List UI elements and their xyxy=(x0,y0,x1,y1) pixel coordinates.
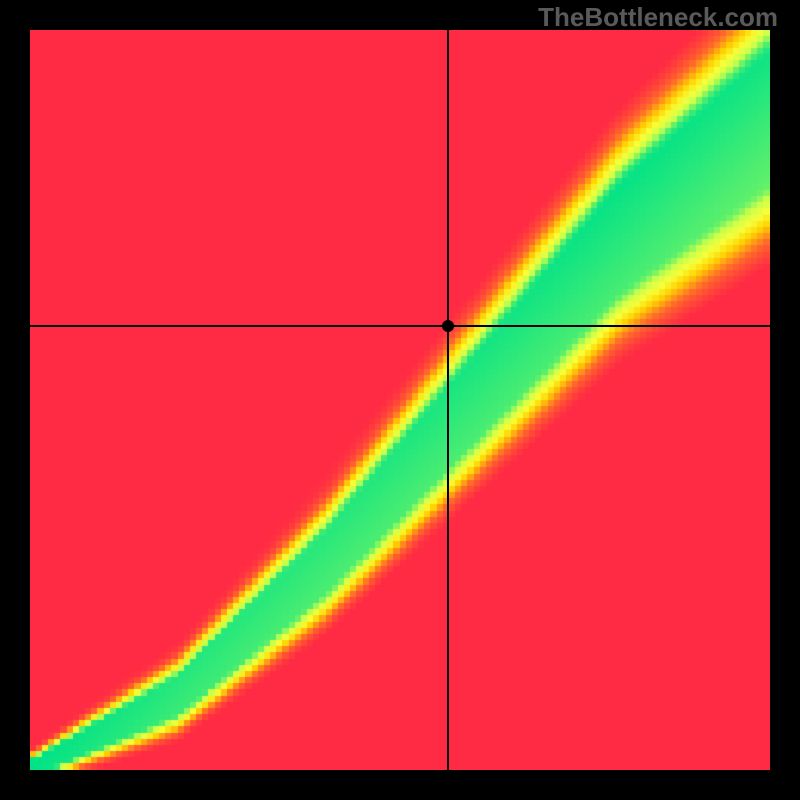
watermark-text: TheBottleneck.com xyxy=(538,2,778,33)
crosshair-vertical xyxy=(447,30,449,770)
crosshair-horizontal xyxy=(30,325,770,327)
chart-container: TheBottleneck.com xyxy=(0,0,800,800)
crosshair-marker xyxy=(442,320,454,332)
bottleneck-heatmap xyxy=(30,30,770,770)
